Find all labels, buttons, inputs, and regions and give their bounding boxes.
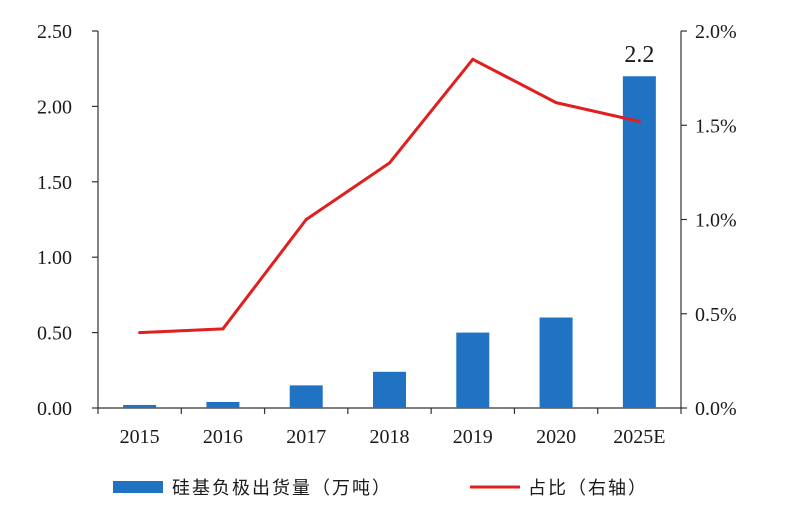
left-axis: 0.00 0.50 1.00 1.50 2.00 2.50 [37, 21, 99, 420]
line-point [304, 218, 308, 221]
line-point [138, 331, 142, 335]
line-point [221, 327, 225, 331]
bar-series [123, 76, 656, 409]
left-tick-label: 2.50 [37, 21, 72, 43]
right-tick-label: 2.0% [695, 21, 737, 43]
left-tick-label: 1.00 [37, 247, 72, 269]
line-point [637, 119, 641, 123]
left-tick-label: 0.00 [37, 398, 72, 420]
left-tick-label: 2.00 [37, 96, 72, 118]
right-tick-label: 0.5% [695, 304, 737, 326]
left-tick-label: 0.50 [37, 323, 72, 345]
x-tick-label: 2025E [613, 426, 665, 448]
line-series [138, 57, 641, 335]
bar [206, 401, 240, 408]
x-tick-label: 2020 [536, 426, 576, 448]
legend: 硅基负极出货量（万吨） 占比（右轴） [113, 478, 648, 498]
x-axis-ticks: 2015 2016 2017 2018 2019 2020 2025E [97, 408, 682, 448]
right-tick-label: 0.0% [695, 398, 737, 420]
line-point [388, 161, 391, 165]
bar [373, 371, 406, 408]
bar [456, 332, 490, 408]
legend-line-label: 占比（右轴） [528, 478, 648, 498]
legend-item-line: 占比（右轴） [470, 478, 648, 498]
x-tick-label: 2015 [120, 426, 160, 448]
right-axis-ticks: 0.0% 0.5% 1.0% 1.5% 2.0% [681, 21, 737, 420]
left-tick-label: 1.50 [37, 172, 72, 194]
left-axis-ticks: 0.00 0.50 1.00 1.50 2.00 2.50 [37, 21, 98, 420]
legend-item-bar: 硅基负极出货量（万吨） [113, 478, 392, 498]
right-tick-label: 1.0% [695, 210, 737, 232]
data-labels: 2.2 [624, 42, 654, 68]
x-tick-label: 2016 [203, 426, 243, 448]
bar [622, 76, 656, 409]
line-point [471, 57, 475, 61]
right-tick-label: 1.5% [695, 115, 737, 137]
bar [123, 404, 157, 408]
legend-bar-label: 硅基负极出货量（万吨） [172, 478, 392, 498]
share-line [139, 57, 640, 335]
legend-bar-swatch [113, 481, 163, 493]
x-tick-label: 2019 [453, 426, 493, 448]
right-axis: 0.0% 0.5% 1.0% 1.5% 2.0% [680, 21, 737, 420]
bar [289, 385, 323, 408]
bar-data-label: 2.2 [624, 42, 654, 68]
bar [539, 317, 573, 408]
x-tick-label: 2018 [370, 426, 410, 448]
line-point [554, 101, 558, 105]
x-tick-label: 2017 [286, 426, 326, 448]
